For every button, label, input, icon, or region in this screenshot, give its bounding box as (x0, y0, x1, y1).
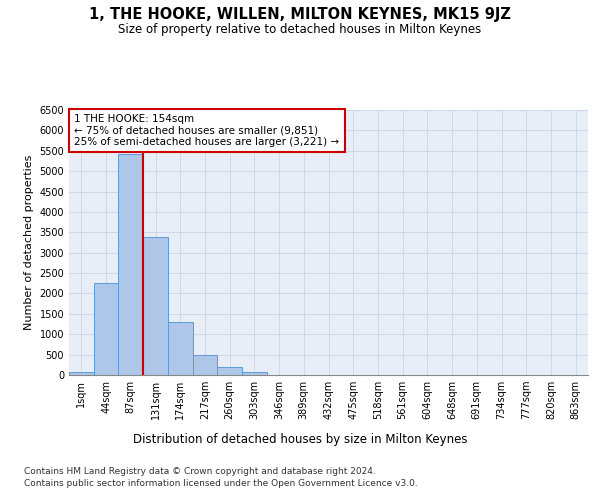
Bar (118, 154, 143, 375)
Text: 1 THE HOOKE: 154sqm
← 75% of detached houses are smaller (9,851)
25% of semi-det: 1 THE HOOKE: 154sqm ← 75% of detached ho… (74, 114, 340, 147)
Text: Contains public sector information licensed under the Open Government Licence v3: Contains public sector information licen… (24, 479, 418, 488)
Bar (193, 355, 217, 375)
Bar (143, 237, 168, 375)
Text: 1, THE HOOKE, WILLEN, MILTON KEYNES, MK15 9JZ: 1, THE HOOKE, WILLEN, MILTON KEYNES, MK1… (89, 8, 511, 22)
Bar (217, 368, 242, 375)
Y-axis label: Number of detached properties: Number of detached properties (24, 155, 34, 330)
Text: Size of property relative to detached houses in Milton Keynes: Size of property relative to detached ho… (118, 22, 482, 36)
Bar (94, 284, 118, 375)
Text: Contains HM Land Registry data © Crown copyright and database right 2024.: Contains HM Land Registry data © Crown c… (24, 468, 376, 476)
Bar (168, 322, 193, 375)
Bar (69, 372, 94, 375)
Text: Distribution of detached houses by size in Milton Keynes: Distribution of detached houses by size … (133, 432, 467, 446)
Bar (242, 372, 267, 375)
